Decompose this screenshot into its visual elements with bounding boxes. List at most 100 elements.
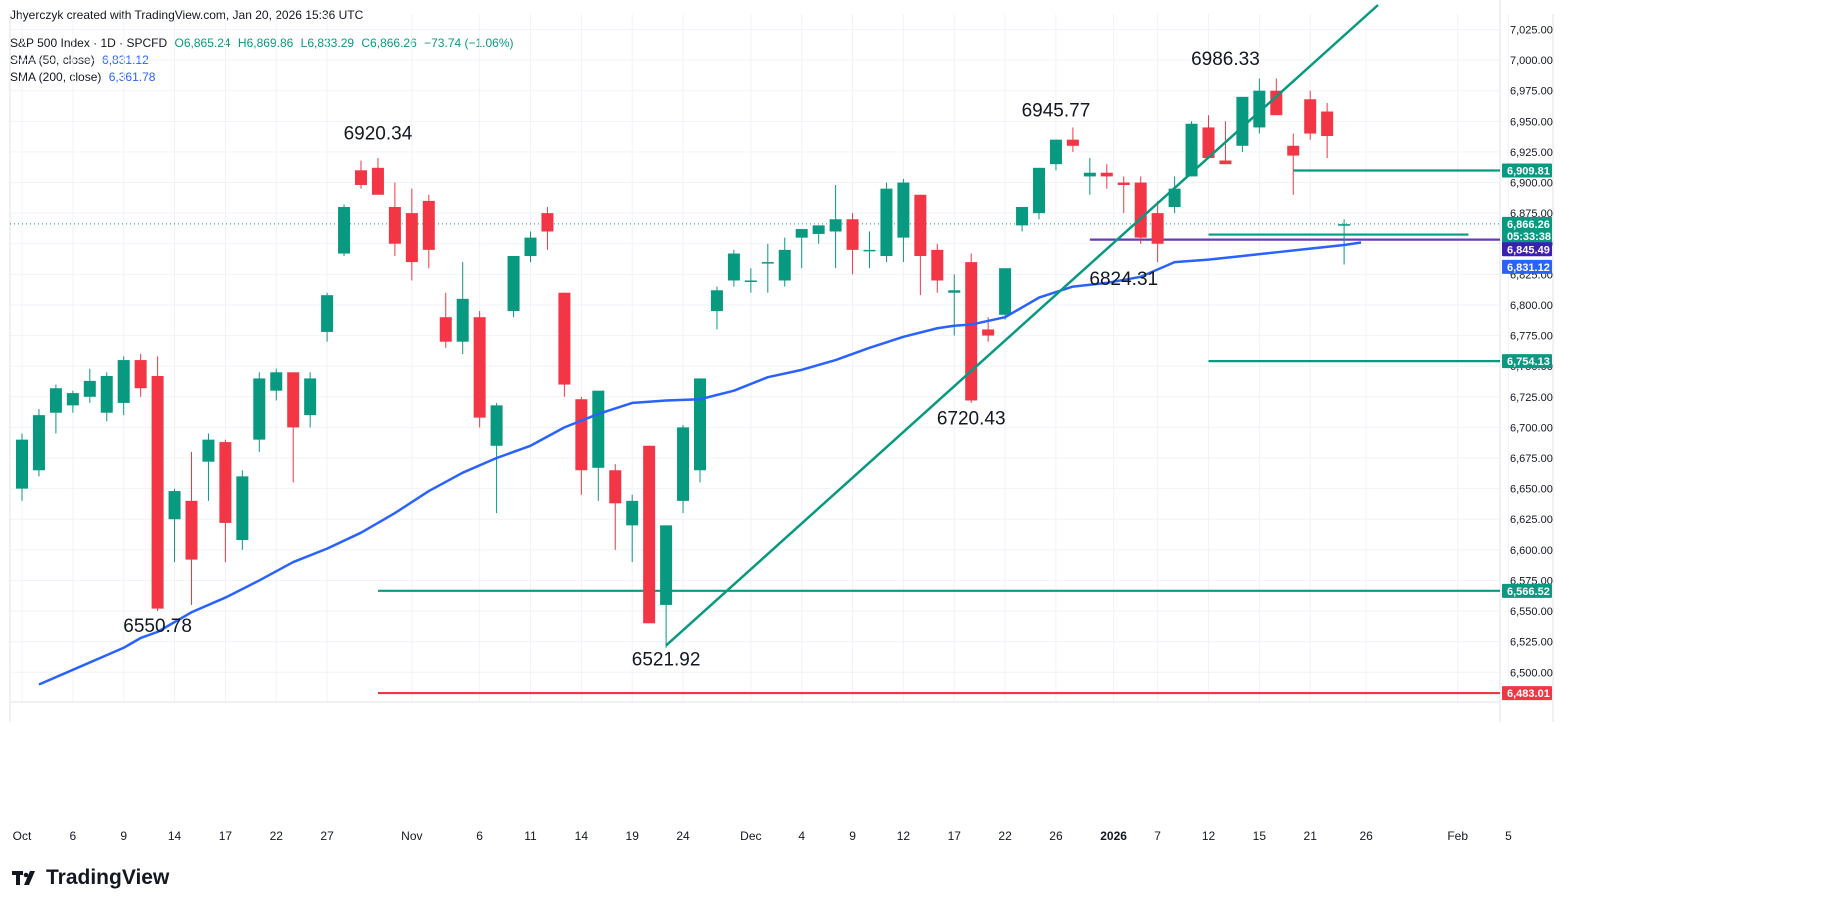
- price-tick-label: 6,650.00: [1510, 484, 1553, 496]
- candle-body: [1253, 90, 1266, 128]
- sma50-price-badge-label: 6,831.12: [1507, 262, 1550, 274]
- sma50-price-badge: [1502, 259, 1552, 274]
- candle-body: [643, 445, 656, 624]
- candle-body: [338, 207, 351, 254]
- candle-body: [761, 262, 774, 264]
- candle-body: [914, 194, 927, 256]
- date-tick-label: 12: [897, 829, 911, 843]
- price-tick-label: 7,025.00: [1510, 24, 1553, 36]
- price-annotation: 6824.31: [1089, 269, 1158, 290]
- candle-body: [1338, 224, 1351, 226]
- candle-body: [287, 372, 300, 428]
- price-annotation: 6720.43: [937, 408, 1006, 429]
- logo-text: TradingView: [46, 866, 170, 889]
- sma200-legend[interactable]: SMA (200, close) 6,361.78: [10, 70, 159, 84]
- date-tick-label: 6: [70, 829, 77, 843]
- candle-body: [1202, 127, 1215, 159]
- date-tick-label: 9: [849, 829, 856, 843]
- candle-body: [948, 290, 961, 293]
- price-tick-label: 6,900.00: [1510, 178, 1553, 190]
- level-price-badge: [1502, 583, 1552, 598]
- current-price-badge-countdown: 05:33:38: [1507, 231, 1551, 243]
- price-tick-label: 7,000.00: [1510, 55, 1553, 67]
- ohlc-legend: S&P 500 Index · 1D · SPCFD O6,865.24 H6,…: [10, 36, 518, 50]
- symbol-name[interactable]: S&P 500 Index · 1D · SPCFD: [10, 36, 168, 50]
- candle-body: [795, 229, 808, 238]
- candle-body: [1033, 167, 1045, 214]
- candle-body: [253, 378, 266, 440]
- change-value: −73.74 (−1.06%): [424, 36, 514, 50]
- date-tick-label: 6: [476, 829, 483, 843]
- level-price-badge: [1502, 686, 1552, 701]
- candle-body: [863, 249, 876, 252]
- candle-body: [999, 268, 1012, 315]
- candle-body: [1168, 188, 1181, 208]
- open-value: O6,865.24: [174, 36, 231, 50]
- price-tick-label: 6,925.00: [1510, 147, 1553, 159]
- level-price-badge: [1502, 163, 1552, 178]
- date-tick-label: 9: [120, 829, 127, 843]
- price-tick-label: 6,600.00: [1510, 545, 1553, 557]
- price-annotation: 6920.34: [344, 124, 413, 145]
- candle-body: [168, 491, 181, 520]
- sma200-label: SMA (200, close): [10, 70, 102, 84]
- date-tick-label: Oct: [13, 829, 32, 843]
- date-tick-label: 4: [798, 829, 805, 843]
- candle-body: [541, 213, 554, 232]
- date-tick-label: 5: [1505, 829, 1512, 843]
- date-tick-label: 14: [168, 829, 182, 843]
- candle-body: [727, 253, 740, 281]
- candle-body: [473, 317, 486, 418]
- candle-body: [846, 219, 859, 250]
- price-tick-label: 6,975.00: [1510, 86, 1553, 98]
- tradingview-logo-icon: [12, 871, 35, 885]
- candle-body: [524, 237, 537, 256]
- candle-body: [1219, 160, 1232, 165]
- chart-credit: Jhyerczyk created with TradingView.com, …: [10, 8, 364, 22]
- candle-body: [355, 170, 367, 185]
- tradingview-logo[interactable]: TradingView: [12, 866, 169, 890]
- level-price-badge-label: 6,909.81: [1507, 166, 1550, 178]
- candle-body: [1100, 172, 1113, 177]
- candle-body: [439, 317, 452, 342]
- date-tick-label: Feb: [1447, 829, 1468, 843]
- candle-body: [117, 360, 130, 403]
- candle-body: [405, 213, 418, 263]
- date-tick-label: 12: [1202, 829, 1216, 843]
- candle-body: [812, 225, 825, 234]
- extra-price-badge: [1502, 242, 1552, 257]
- price-tick-label: 6,800.00: [1510, 300, 1553, 312]
- trend-line: [665, 4, 1379, 647]
- candle-body: [219, 442, 232, 523]
- candle-body: [897, 182, 910, 238]
- candle-body: [32, 415, 45, 471]
- date-tick-label: 17: [219, 829, 233, 843]
- high-value: H6,869.86: [237, 36, 294, 50]
- candle-body: [609, 470, 622, 504]
- date-tick-label: 22: [998, 829, 1012, 843]
- close-value: C6,866.26: [361, 36, 417, 50]
- candle-body: [371, 167, 384, 195]
- candle-body: [1270, 90, 1283, 116]
- date-tick-label: 15: [1253, 829, 1267, 843]
- price-tick-label: 6,700.00: [1510, 422, 1553, 434]
- candle-body: [151, 375, 164, 609]
- candle-body: [1287, 145, 1300, 156]
- date-tick-label: 7: [1154, 829, 1161, 843]
- candle-body: [1117, 182, 1130, 185]
- price-tick-label: 6,675.00: [1510, 453, 1553, 465]
- candle-body: [16, 439, 28, 489]
- candle-body: [321, 295, 334, 332]
- candle-body: [592, 390, 605, 468]
- level-price-badge: [1502, 354, 1552, 369]
- current-price-badge-label: 6,866.26: [1507, 219, 1550, 231]
- candle-body: [1321, 111, 1334, 137]
- candle-body: [1066, 139, 1079, 146]
- candle-body: [456, 298, 469, 342]
- date-tick-label: 26: [1359, 829, 1373, 843]
- price-tick-label: 6,550.00: [1510, 606, 1553, 618]
- date-tick-label: Nov: [401, 829, 422, 843]
- date-tick-label: 24: [676, 829, 690, 843]
- price-annotation: 6550.78: [123, 616, 192, 637]
